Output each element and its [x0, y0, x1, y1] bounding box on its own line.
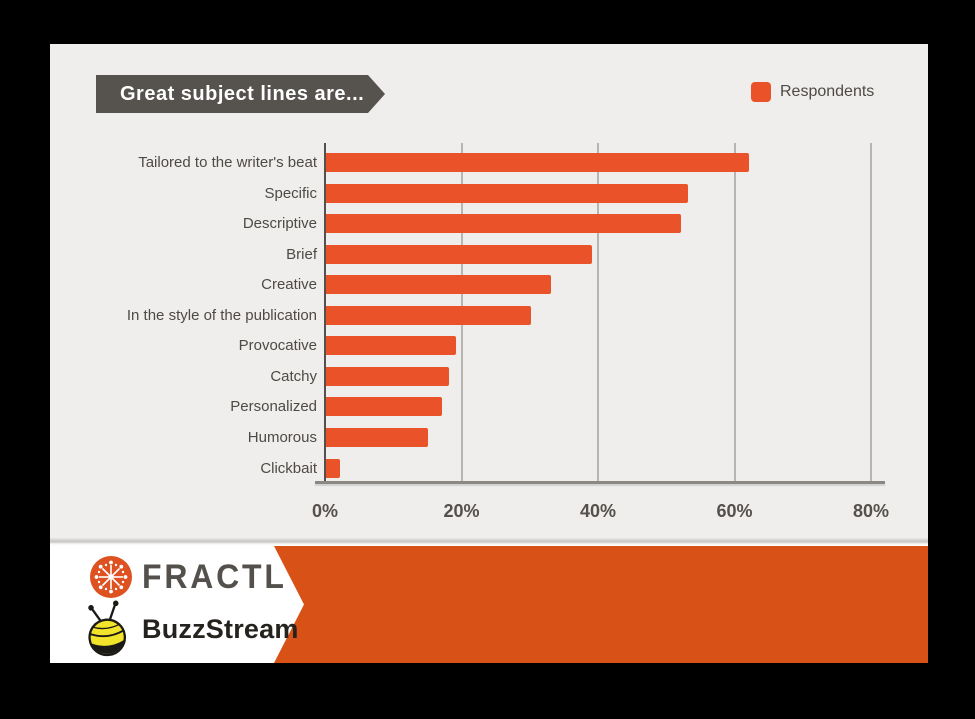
infographic-card: Great subject lines are... Respondents T…	[50, 44, 928, 663]
y-axis-line	[324, 143, 326, 482]
x-tick-label: 0%	[311, 501, 339, 521]
category-label: Tailored to the writer's beat	[138, 154, 317, 171]
bar	[326, 458, 340, 478]
bar	[326, 305, 531, 325]
legend-label: Respondents	[780, 83, 875, 100]
category-label: Humorous	[247, 428, 317, 446]
bar	[326, 153, 750, 172]
fractl-snowflake-icon	[90, 556, 132, 598]
buzzstream-bee-icon	[88, 600, 127, 657]
x-tick-label: 80%	[852, 501, 890, 521]
x-axis-line	[315, 481, 885, 484]
footer: FRACTL BuzzStream	[50, 546, 928, 663]
x-tick-label: 60%	[716, 501, 753, 521]
category-label: Specific	[264, 184, 317, 202]
category-label: Clickbait	[260, 459, 317, 477]
category-label: In the style of the publication	[126, 306, 317, 324]
chart-area: Great subject lines are... Respondents T…	[50, 44, 928, 538]
plot-area	[315, 143, 885, 484]
x-tick-label: 40%	[579, 501, 617, 521]
category-labels: Tailored to the writer's beat Specific Des…	[50, 143, 317, 481]
gridline-80	[870, 143, 872, 481]
fractl-logo: FRACTL	[90, 556, 296, 598]
category-label: Catchy	[270, 367, 317, 385]
bar	[326, 427, 429, 447]
banner-arrow-shape	[368, 75, 385, 113]
bar	[326, 366, 449, 386]
bar	[326, 214, 681, 234]
gridline-60	[733, 143, 736, 481]
buzzstream-wordmark: BuzzStream	[142, 614, 299, 644]
x-tick-label: 20%	[443, 501, 480, 521]
category-label: Descriptive	[242, 215, 317, 233]
chart-title: Great subject lines are...	[120, 83, 365, 105]
bar	[326, 275, 552, 295]
footer-orange-band	[274, 546, 928, 663]
bar	[326, 244, 593, 264]
title-banner: Great subject lines are...	[96, 75, 385, 113]
category-label: Provocative	[238, 337, 317, 355]
category-label: Personalized	[230, 398, 317, 416]
gridline-40	[597, 143, 599, 481]
category-label: Brief	[286, 245, 317, 263]
card-divider-shadow	[50, 538, 928, 546]
bar	[326, 183, 688, 203]
legend-swatch-icon	[751, 82, 771, 102]
fractl-wordmark: FRACTL	[142, 558, 287, 596]
legend: Respondents	[751, 82, 874, 102]
buzzstream-logo: BuzzStream	[84, 600, 299, 658]
bar	[326, 397, 443, 417]
bar	[326, 336, 456, 356]
category-label: Creative	[261, 276, 317, 294]
x-axis-tick-labels: 0% 20% 40% 60% 80%	[312, 501, 889, 529]
